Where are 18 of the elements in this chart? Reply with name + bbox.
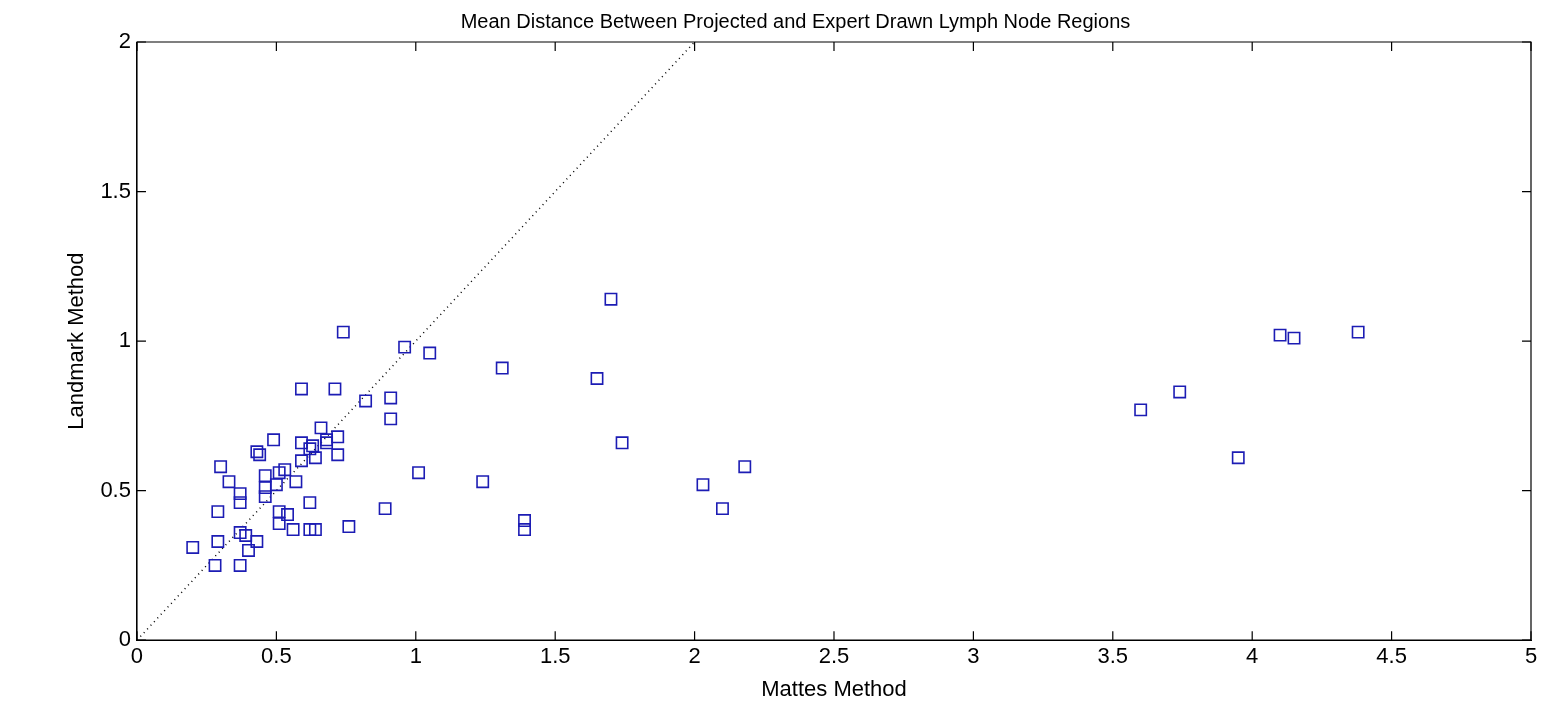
x-tick-label: 2 (688, 643, 701, 669)
chart-title: Mean Distance Between Projected and Expert Drawn Lymph Node Regions (460, 9, 1131, 32)
x-tick-label: 5 (1524, 643, 1538, 669)
x-tick-label: 3 (967, 643, 980, 669)
y-tick-label: 0 (118, 626, 131, 652)
x-tick-label: 2.5 (818, 643, 850, 669)
x-tick-label: 4.5 (1376, 643, 1407, 669)
x-tick-label: 3.5 (1097, 643, 1129, 669)
x-tick-label: 1 (409, 643, 422, 669)
x-tick-label: 0.5 (261, 643, 292, 669)
y-tick-label: 2 (118, 28, 131, 54)
y-tick-label: 1.5 (100, 177, 131, 203)
y-tick-label: 1 (118, 327, 131, 353)
x-axis-title: Mattes Method (761, 675, 907, 701)
y-axis-title: Landmark Method (63, 252, 89, 430)
y-tick-label: 0.5 (100, 476, 131, 502)
x-tick-label: 4 (1246, 643, 1259, 669)
x-tick-label: 1.5 (539, 643, 571, 669)
